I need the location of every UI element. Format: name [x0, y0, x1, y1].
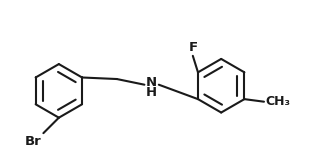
Text: H: H: [146, 86, 157, 99]
Text: N: N: [146, 76, 157, 89]
Text: F: F: [188, 41, 197, 54]
Text: Br: Br: [25, 135, 41, 148]
Text: CH₃: CH₃: [265, 95, 290, 108]
